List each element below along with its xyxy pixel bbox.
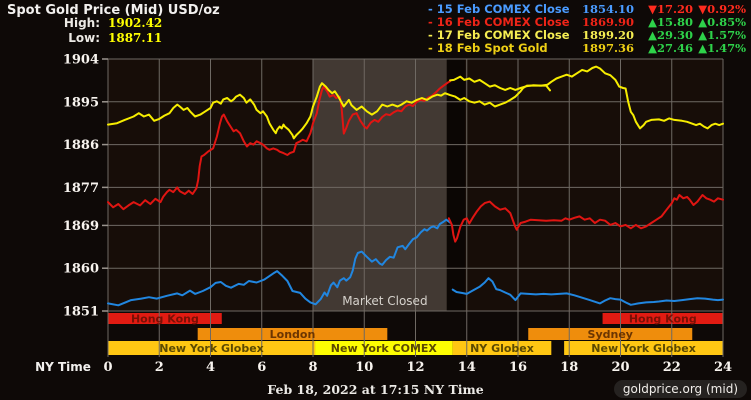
x-tick-label: 22 — [663, 360, 681, 375]
session-bar-new-york-globex — [108, 341, 316, 355]
x-tick-label: 8 — [308, 360, 317, 375]
x-tick-label: 24 — [714, 360, 732, 375]
session-bar-hong-kong — [108, 313, 222, 324]
chart-timestamp: Feb 18, 2022 at 17:15 NY Time — [267, 382, 484, 397]
legend-series-value: 1854.10 — [581, 2, 634, 16]
x-tick-label: 16 — [509, 360, 527, 375]
high-label: High: — [63, 16, 100, 30]
x-tick-label: 10 — [355, 360, 373, 375]
legend-row-15feb: - 15 Feb COMEX Close 1854.10 ▼17.20 ▼0.9… — [428, 3, 746, 16]
legend-series-percent: ▲1.47% — [698, 41, 746, 55]
page-title: Spot Gold Price (Mid) USD/oz — [7, 3, 220, 18]
session-label: NY Globex — [470, 342, 534, 355]
session-label: London — [270, 328, 316, 341]
y-tick-label: 1877 — [63, 181, 99, 196]
session-bar-hong-kong — [602, 313, 723, 324]
price-line-16-feb-comex-close-late- — [447, 194, 724, 243]
x-tick-label: 20 — [611, 360, 629, 375]
session-bar-new-york-globex — [564, 341, 723, 355]
price-line-16-feb-comex-close-early- — [107, 80, 452, 211]
legend-series-change: ▼17.20 — [648, 2, 693, 16]
price-line-17-feb-comex-close — [449, 65, 724, 130]
market-closed-label: Market Closed — [342, 294, 427, 308]
high-value: 1902.42 — [108, 16, 163, 30]
dim-band — [446, 59, 465, 311]
source-link[interactable]: goldprice.org (mid) — [613, 380, 747, 398]
legend-series-label: - 18 Feb Spot Gold — [428, 41, 548, 55]
y-tick-label: 1851 — [63, 305, 99, 320]
legend-series-percent: ▼0.92% — [698, 2, 746, 16]
legend-series-value: 1899.20 — [581, 28, 634, 42]
legend-row-17feb: - 17 Feb COMEX Close 1899.20 ▲29.30 ▲1.5… — [428, 29, 746, 42]
price-line-15-feb-comex-close-early- — [107, 218, 452, 307]
y-tick-label: 1869 — [63, 219, 99, 234]
x-tick-label: 2 — [155, 360, 164, 375]
y-tick-label: 1904 — [63, 53, 99, 68]
session-bar-london — [197, 328, 388, 340]
session-label: Hong Kong — [629, 313, 697, 326]
y-tick-label: 1895 — [63, 95, 99, 110]
legend-series-label: - 15 Feb COMEX Close — [428, 2, 570, 16]
y-tick-label: 1860 — [63, 262, 99, 277]
legend-row-16feb: - 16 Feb COMEX Close 1869.90 ▲15.80 ▲0.8… — [428, 16, 746, 29]
low-label: Low: — [68, 31, 100, 45]
legend-series-percent: ▲0.85% — [698, 15, 746, 29]
session-bar-new-york-comex — [315, 341, 453, 355]
x-tick-label: 14 — [458, 360, 476, 375]
price-line-18-feb-spot-gold — [107, 82, 551, 140]
session-label: New York COMEX — [331, 342, 438, 355]
legend-series-label: - 16 Feb COMEX Close — [428, 15, 570, 29]
session-bar-ny-globex — [452, 341, 552, 355]
legend-series-label: - 17 Feb COMEX Close — [428, 28, 570, 42]
low-value: 1887.11 — [108, 31, 163, 45]
market-closed-overlay — [313, 59, 447, 311]
legend-series-change: ▲15.80 — [648, 15, 693, 29]
legend-row-18feb: - 18 Feb Spot Gold 1897.36 ▲27.46 ▲1.47% — [428, 42, 746, 55]
session-label: Hong Kong — [131, 313, 199, 326]
session-label: New York Globex — [159, 342, 264, 355]
legend-series-change: ▲29.30 — [648, 28, 693, 42]
session-label: Sydney — [588, 328, 633, 341]
price-line-15-feb-comex-close-late- — [451, 277, 724, 306]
legend-series-change: ▲27.46 — [648, 41, 693, 55]
x-axis-label: NY Time — [35, 360, 91, 374]
legend-series-value: 1897.36 — [581, 41, 634, 55]
legend-series-percent: ▲1.57% — [698, 28, 746, 42]
x-tick-label: 6 — [257, 360, 266, 375]
legend-series-value: 1869.90 — [581, 15, 634, 29]
y-tick-label: 1886 — [63, 138, 99, 153]
x-tick-label: 0 — [103, 360, 112, 375]
x-tick-label: 18 — [560, 360, 578, 375]
x-tick-label: 12 — [406, 360, 424, 375]
session-label: New York Globex — [591, 342, 696, 355]
x-tick-label: 4 — [206, 360, 215, 375]
